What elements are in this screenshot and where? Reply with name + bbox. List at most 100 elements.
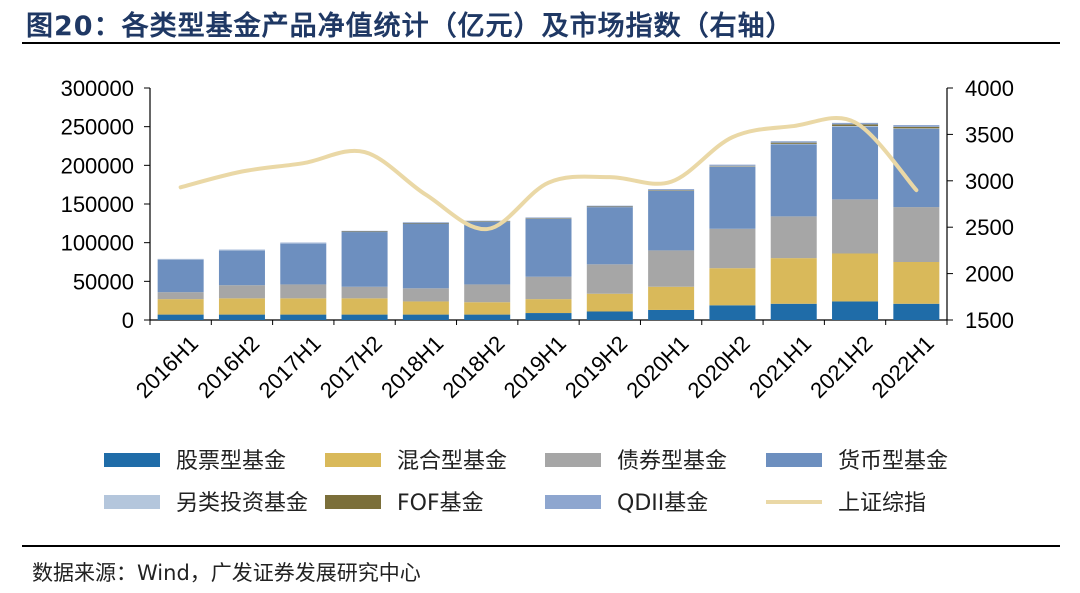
bar-segment xyxy=(770,258,817,304)
bar-segment xyxy=(157,292,204,300)
bar-segment xyxy=(280,243,327,244)
bar-segment xyxy=(832,125,879,127)
bar-segment xyxy=(586,205,633,207)
bar-segment xyxy=(280,298,327,315)
bar-segment xyxy=(648,309,695,320)
bar-segment xyxy=(832,126,879,200)
bar-segment xyxy=(770,303,817,320)
bar-segment xyxy=(709,164,756,166)
bar-segment xyxy=(586,207,633,265)
bar-segment xyxy=(648,190,695,191)
bar-segment xyxy=(218,249,265,251)
right-tick-label: 3000 xyxy=(965,169,1014,194)
legend-swatch xyxy=(104,495,160,509)
bar-segment xyxy=(525,218,572,277)
bar-segment xyxy=(464,284,511,303)
right-tick-label: 3500 xyxy=(965,122,1014,147)
bar-segment xyxy=(341,231,388,233)
bar-segment xyxy=(832,253,879,302)
bar-segment xyxy=(770,142,817,144)
source-rule xyxy=(22,545,1060,547)
legend-swatch xyxy=(545,453,601,467)
bar-segment xyxy=(402,301,449,315)
x-tick-label: 2018H2 xyxy=(437,331,509,403)
bar-segment xyxy=(464,314,511,320)
bar-segment xyxy=(525,313,572,320)
bar-segment xyxy=(893,262,940,304)
bar-segment xyxy=(464,220,511,222)
bar-segment xyxy=(770,216,817,259)
bar-segment xyxy=(464,302,511,315)
bar-segment xyxy=(586,311,633,320)
bar-segment xyxy=(341,286,388,299)
left-tick-label: 200000 xyxy=(61,153,134,178)
legend-label: 债券型基金 xyxy=(617,449,727,474)
bar-segment xyxy=(341,298,388,315)
right-tick-label: 2000 xyxy=(965,262,1014,287)
bar-segment xyxy=(525,218,572,219)
bar-segment xyxy=(648,189,695,191)
bar-segment xyxy=(893,303,940,320)
bar-segment xyxy=(218,250,265,251)
bar-segment xyxy=(402,288,449,302)
legend-swatch xyxy=(545,495,601,509)
x-tick-label: 2016H1 xyxy=(131,331,203,403)
x-tick-label: 2019H1 xyxy=(499,331,571,403)
bar-segment xyxy=(280,242,327,244)
bar-segment xyxy=(709,268,756,306)
left-tick-label: 100000 xyxy=(61,231,134,256)
bar-segment xyxy=(157,259,204,293)
x-tick-label: 2017H2 xyxy=(315,331,387,403)
bar-segment xyxy=(586,206,633,208)
bar-segment xyxy=(402,314,449,320)
bar-segment xyxy=(709,166,756,167)
bar-segment xyxy=(586,264,633,294)
bar-segment xyxy=(464,221,511,285)
legend-label: QDII基金 xyxy=(617,491,708,516)
bar-segment xyxy=(832,124,879,126)
chart-area: 0 50000 100000 150000 200000 250000 300000 1500… xyxy=(61,76,1014,516)
left-tick-label: 150000 xyxy=(61,192,134,217)
legend-label: 另类投资基金 xyxy=(176,491,308,516)
bar-segment xyxy=(770,144,817,217)
bar-segment xyxy=(709,305,756,320)
source-note: 数据来源：Wind，广发证券发展研究中心 xyxy=(32,561,421,585)
legend-swatch xyxy=(766,453,822,467)
bar-segment xyxy=(832,301,879,320)
left-tick-label: 300000 xyxy=(61,76,134,101)
left-tick-label: 250000 xyxy=(61,115,134,140)
bar-segment xyxy=(525,217,572,219)
bar-segment xyxy=(648,286,695,310)
bar-segment xyxy=(341,230,388,232)
legend-label: 上证综指 xyxy=(838,491,926,516)
bar-segment xyxy=(648,190,695,191)
bar-segment xyxy=(893,207,940,262)
bar-segment xyxy=(341,231,388,287)
bar-segment xyxy=(341,314,388,320)
bar-segment xyxy=(218,298,265,315)
bar-segment xyxy=(525,299,572,314)
bar-segment xyxy=(402,222,449,224)
left-tick-label: 0 xyxy=(122,308,134,333)
bar-segment xyxy=(218,314,265,320)
bar-segment xyxy=(157,259,204,260)
title-rule xyxy=(22,42,1060,44)
left-tick-label: 50000 xyxy=(73,269,134,294)
x-tick-label: 2016H2 xyxy=(192,331,264,403)
bar-segment xyxy=(525,276,572,300)
legend-label: 股票型基金 xyxy=(176,449,286,474)
legend-swatch xyxy=(325,495,381,509)
bar-segment xyxy=(709,228,756,269)
bar-segment xyxy=(586,293,633,312)
legend-swatch xyxy=(104,453,160,467)
bar-segment xyxy=(893,128,940,129)
bar-segment xyxy=(280,284,327,299)
bar-segment xyxy=(157,314,204,320)
bar-segment xyxy=(770,143,817,145)
right-tick-label: 2500 xyxy=(965,215,1014,240)
x-tick-label: 2021H1 xyxy=(744,331,816,403)
bar-segment xyxy=(402,223,449,289)
bar-segment xyxy=(218,250,265,286)
bar-segment xyxy=(709,166,756,229)
